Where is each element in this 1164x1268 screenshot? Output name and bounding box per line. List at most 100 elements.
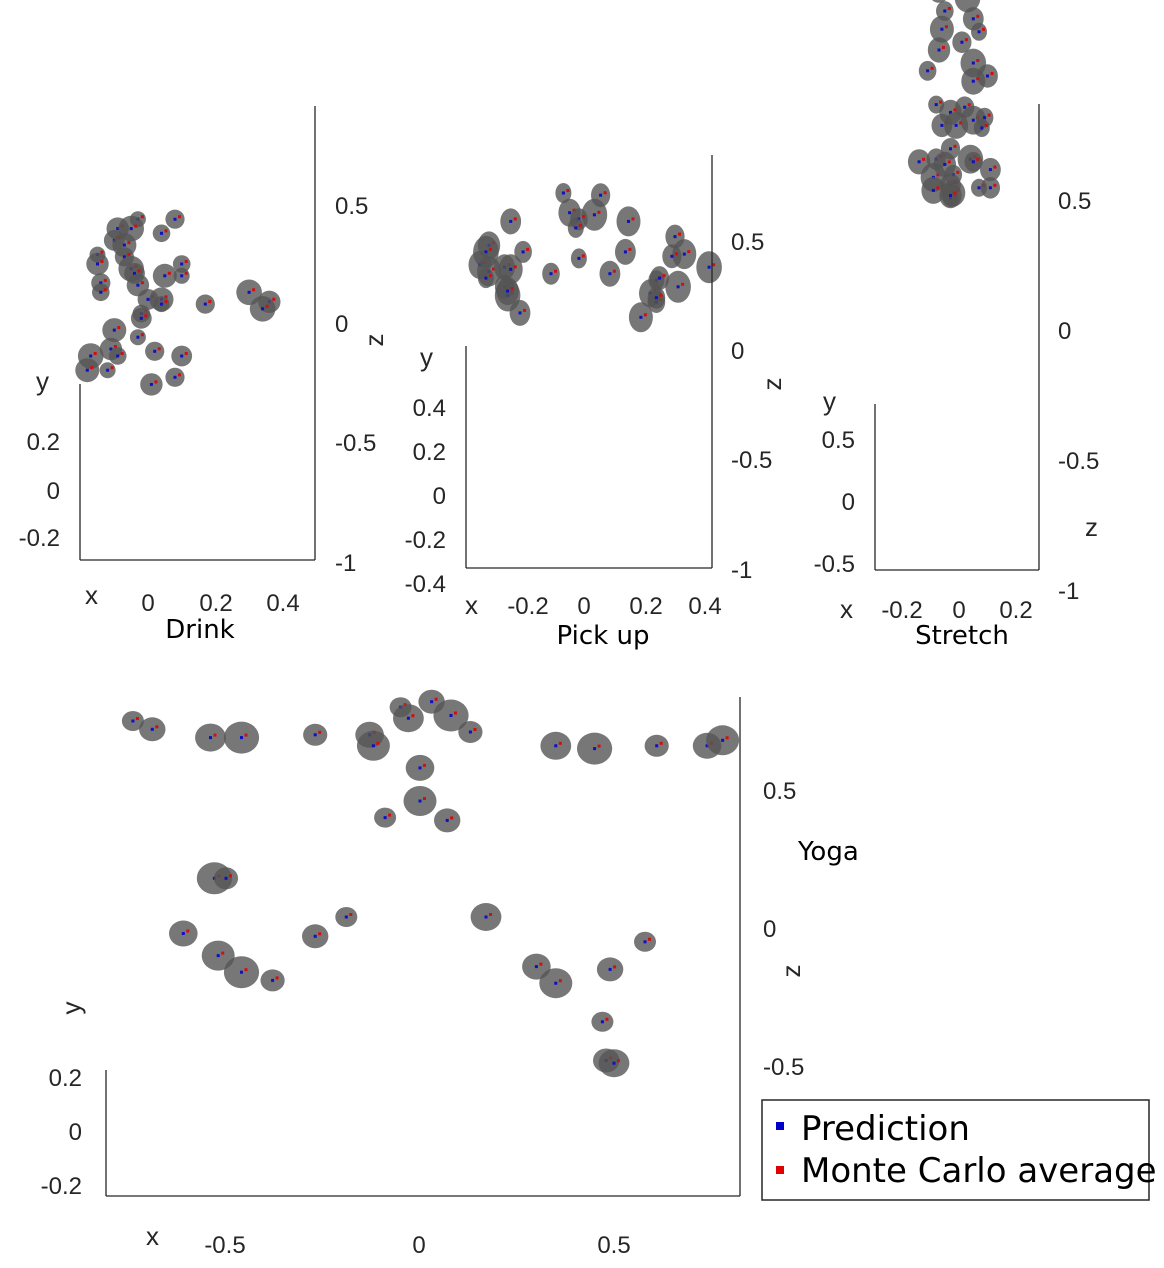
prediction-point <box>122 243 126 247</box>
monte-carlo-point <box>613 965 617 969</box>
pickup-y-tick: 0.2 <box>413 439 446 466</box>
prediction-point <box>917 160 921 164</box>
monte-carlo-point <box>947 160 951 164</box>
legend-monte-carlo-label: Monte Carlo average <box>801 1151 1157 1191</box>
monte-carlo-point <box>376 741 380 745</box>
prediction-point <box>988 168 992 172</box>
prediction-point <box>163 274 167 278</box>
stretch-title: Stretch <box>915 621 1009 651</box>
monte-carlo-point <box>135 717 139 720</box>
monte-carlo-point <box>659 293 663 297</box>
prediction-point <box>940 123 944 127</box>
monte-carlo-point <box>492 267 495 271</box>
prediction-point <box>153 349 157 353</box>
prediction-point <box>418 799 422 803</box>
monte-carlo-point <box>659 741 663 745</box>
prediction-point <box>676 285 680 289</box>
prediction-point <box>971 17 975 21</box>
monte-carlo-point <box>208 300 212 304</box>
stretch-y-tick: -0.5 <box>814 551 855 578</box>
prediction-point <box>216 954 220 958</box>
monte-carlo-point <box>388 813 392 817</box>
prediction-point <box>971 61 975 65</box>
monte-carlo-point <box>967 103 971 107</box>
prediction-point <box>954 123 958 127</box>
pickup-x-tick: 0.4 <box>688 593 721 620</box>
monte-carlo-point <box>976 59 980 62</box>
prediction-point <box>949 110 952 114</box>
monte-carlo-point <box>272 297 276 301</box>
monte-carlo-point <box>488 247 492 251</box>
monte-carlo-point <box>944 25 948 29</box>
stretch-z-tick: -0.5 <box>1058 448 1099 475</box>
prediction-point <box>937 48 941 52</box>
prediction-point <box>406 716 410 720</box>
panel-drink: 0.5 0 -0.5 -1 z 0.2 0 -0.2 y x 0 0.2 0.4… <box>19 106 389 645</box>
prediction-point <box>180 354 184 358</box>
monte-carlo-point <box>423 763 426 767</box>
pickup-y-tick: -0.2 <box>405 527 446 554</box>
monte-carlo-point <box>526 247 530 251</box>
yoga-y-tick: -0.2 <box>41 1173 82 1200</box>
prediction-point <box>418 766 422 770</box>
yoga-z-tick: -0.5 <box>763 1054 804 1081</box>
monte-carlo-point <box>953 191 957 195</box>
monte-carlo-point <box>539 962 543 966</box>
prediction-point <box>109 347 113 351</box>
prediction-point <box>240 970 243 974</box>
prediction-point <box>160 302 163 306</box>
prediction-point <box>149 382 153 386</box>
prediction-point <box>181 932 185 935</box>
legend-prediction-marker <box>776 1122 784 1130</box>
stretch-z-tick: -1 <box>1058 578 1079 605</box>
yoga-y-tick: 0.2 <box>49 1065 82 1092</box>
monte-carlo-point <box>617 1059 620 1063</box>
prediction-point <box>682 252 686 256</box>
prediction-point <box>561 191 565 195</box>
pickup-x-label: x <box>465 590 478 620</box>
prediction-point <box>468 730 472 734</box>
pickup-y-tick: 0 <box>433 483 446 510</box>
yoga-y-tick: 0 <box>69 1119 82 1146</box>
monte-carlo-point <box>434 697 438 701</box>
prediction-point <box>133 271 136 275</box>
monte-carlo-point <box>956 170 960 174</box>
pickup-x-tick: 0.2 <box>629 593 662 620</box>
drink-y-label: y <box>36 366 49 396</box>
monte-carlo-point <box>244 968 248 972</box>
stretch-points <box>907 0 1001 209</box>
panel-stretch: 0.5 0 -0.5 -1 z 0.5 0 -0.5 y x -0.2 0 0.… <box>814 0 1099 651</box>
prediction-point <box>146 297 150 301</box>
monte-carlo-point <box>681 282 685 286</box>
monte-carlo-point <box>513 217 517 221</box>
drink-x-tick: 0.2 <box>199 590 232 617</box>
prediction-point <box>971 79 975 83</box>
pickup-z-tick: 0.5 <box>731 229 764 256</box>
monte-carlo-point <box>140 215 144 219</box>
prediction-point <box>986 74 989 78</box>
prediction-point <box>518 311 522 315</box>
monte-carlo-point <box>144 314 148 318</box>
yoga-x-tick: -0.5 <box>204 1232 245 1259</box>
prediction-point <box>608 272 612 276</box>
monte-carlo-point <box>164 229 168 233</box>
drink-y-tick: -0.2 <box>19 525 60 552</box>
prediction-point <box>554 981 558 985</box>
monte-carlo-point <box>987 113 991 117</box>
pickup-points <box>468 183 722 333</box>
monte-carlo-point <box>275 976 279 980</box>
prediction-point <box>949 147 952 151</box>
prediction-point <box>271 978 275 982</box>
pickup-y-tick: 0.4 <box>413 395 446 422</box>
monte-carlo-point <box>134 224 138 228</box>
prediction-point <box>261 307 265 311</box>
monte-carlo-point <box>154 380 158 384</box>
drink-z-label: z <box>359 334 389 347</box>
monte-carlo-point <box>936 186 940 190</box>
prediction-point <box>112 328 116 332</box>
legend-monte-carlo-marker <box>776 1166 784 1174</box>
prediction-point <box>980 126 984 130</box>
drink-points <box>75 209 281 396</box>
prediction-point <box>721 738 725 742</box>
drink-z-tick: 0.5 <box>335 193 368 220</box>
